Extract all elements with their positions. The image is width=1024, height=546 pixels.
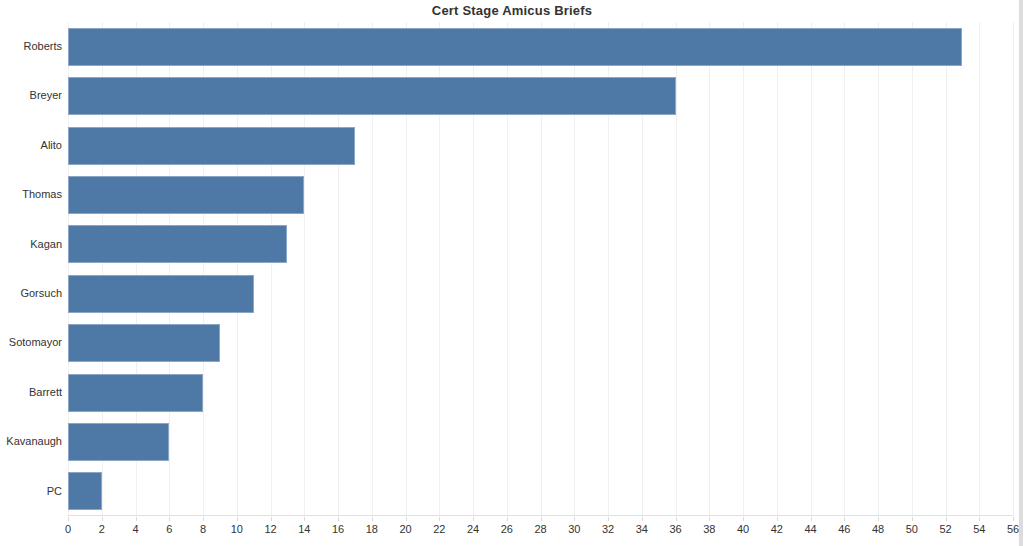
scrollbar-track[interactable]: [1019, 0, 1023, 546]
x-tick-label: 26: [501, 523, 513, 535]
x-tick-mark: [304, 517, 305, 521]
x-tick-label: 28: [534, 523, 546, 535]
x-tick-mark: [68, 517, 69, 521]
x-tick-label: 44: [804, 523, 816, 535]
x-tick-label: 34: [636, 523, 648, 535]
chart-title: Cert Stage Amicus Briefs: [0, 3, 1024, 18]
bar-gorsuch[interactable]: [68, 275, 254, 313]
gridline: [709, 22, 710, 516]
x-tick-label: 12: [264, 523, 276, 535]
category-label-kagan: Kagan: [0, 220, 62, 269]
x-tick-label: 48: [872, 523, 884, 535]
x-tick-label: 32: [602, 523, 614, 535]
x-tick-mark: [777, 517, 778, 521]
x-tick-mark: [811, 517, 812, 521]
x-tick-mark: [136, 517, 137, 521]
x-tick-label: 30: [568, 523, 580, 535]
x-tick-mark: [912, 517, 913, 521]
x-tick-label: 42: [771, 523, 783, 535]
x-tick-label: 52: [939, 523, 951, 535]
gridline: [979, 22, 980, 516]
category-label-roberts: Roberts: [0, 22, 62, 71]
bar-alito[interactable]: [68, 127, 355, 165]
plot-area: [68, 22, 1013, 516]
x-tick-mark: [946, 517, 947, 521]
gridline: [743, 22, 744, 516]
x-axis: 0246810121416182022242628303234363840424…: [68, 516, 1013, 546]
bar-roberts[interactable]: [68, 28, 962, 66]
bar-thomas[interactable]: [68, 176, 304, 214]
gridline: [676, 22, 677, 516]
category-label-thomas: Thomas: [0, 170, 62, 219]
x-tick-mark: [406, 517, 407, 521]
x-tick-label: 16: [332, 523, 344, 535]
y-axis-labels: RobertsBreyerAlitoThomasKaganGorsuchSoto…: [0, 22, 62, 516]
bar-pc[interactable]: [68, 472, 102, 510]
x-tick-mark: [743, 517, 744, 521]
x-tick-mark: [507, 517, 508, 521]
x-tick-label: 54: [973, 523, 985, 535]
bar-sotomayor[interactable]: [68, 324, 220, 362]
category-label-barrett: Barrett: [0, 368, 62, 417]
x-tick-label: 22: [433, 523, 445, 535]
category-label-pc: PC: [0, 467, 62, 516]
x-tick-label: 46: [838, 523, 850, 535]
gridline: [844, 22, 845, 516]
x-tick-mark: [608, 517, 609, 521]
x-tick-label: 2: [99, 523, 105, 535]
x-tick-label: 4: [132, 523, 138, 535]
gridline: [878, 22, 879, 516]
x-tick-mark: [203, 517, 204, 521]
bar-kagan[interactable]: [68, 225, 287, 263]
x-tick-mark: [574, 517, 575, 521]
x-tick-mark: [473, 517, 474, 521]
x-tick-label: 8: [200, 523, 206, 535]
x-tick-label: 38: [703, 523, 715, 535]
x-tick-label: 36: [669, 523, 681, 535]
gridline: [777, 22, 778, 516]
x-tick-mark: [979, 517, 980, 521]
category-label-breyer: Breyer: [0, 71, 62, 120]
x-tick-label: 6: [166, 523, 172, 535]
x-tick-mark: [372, 517, 373, 521]
category-label-alito: Alito: [0, 121, 62, 170]
category-label-gorsuch: Gorsuch: [0, 269, 62, 318]
bar-kavanaugh[interactable]: [68, 423, 169, 461]
x-tick-mark: [338, 517, 339, 521]
x-tick-mark: [844, 517, 845, 521]
chart-window: Cert Stage Amicus Briefs RobertsBreyerAl…: [0, 0, 1024, 546]
gridline: [946, 22, 947, 516]
gridline: [811, 22, 812, 516]
x-tick-label: 10: [231, 523, 243, 535]
x-tick-mark: [271, 517, 272, 521]
category-label-kavanaugh: Kavanaugh: [0, 417, 62, 466]
x-tick-label: 24: [467, 523, 479, 535]
x-tick-mark: [439, 517, 440, 521]
x-tick-label: 56: [1007, 523, 1019, 535]
x-tick-label: 14: [298, 523, 310, 535]
x-tick-mark: [878, 517, 879, 521]
x-tick-mark: [709, 517, 710, 521]
x-tick-label: 20: [399, 523, 411, 535]
gridline: [912, 22, 913, 516]
x-tick-mark: [237, 517, 238, 521]
bar-breyer[interactable]: [68, 77, 676, 115]
x-tick-mark: [1013, 517, 1014, 521]
x-tick-mark: [642, 517, 643, 521]
x-tick-mark: [541, 517, 542, 521]
x-tick-label: 40: [737, 523, 749, 535]
gridline: [1013, 22, 1014, 516]
x-tick-mark: [102, 517, 103, 521]
category-label-sotomayor: Sotomayor: [0, 318, 62, 367]
x-tick-label: 18: [366, 523, 378, 535]
x-tick-mark: [676, 517, 677, 521]
x-tick-mark: [169, 517, 170, 521]
bar-barrett[interactable]: [68, 374, 203, 412]
x-tick-label: 0: [65, 523, 71, 535]
x-tick-label: 50: [906, 523, 918, 535]
